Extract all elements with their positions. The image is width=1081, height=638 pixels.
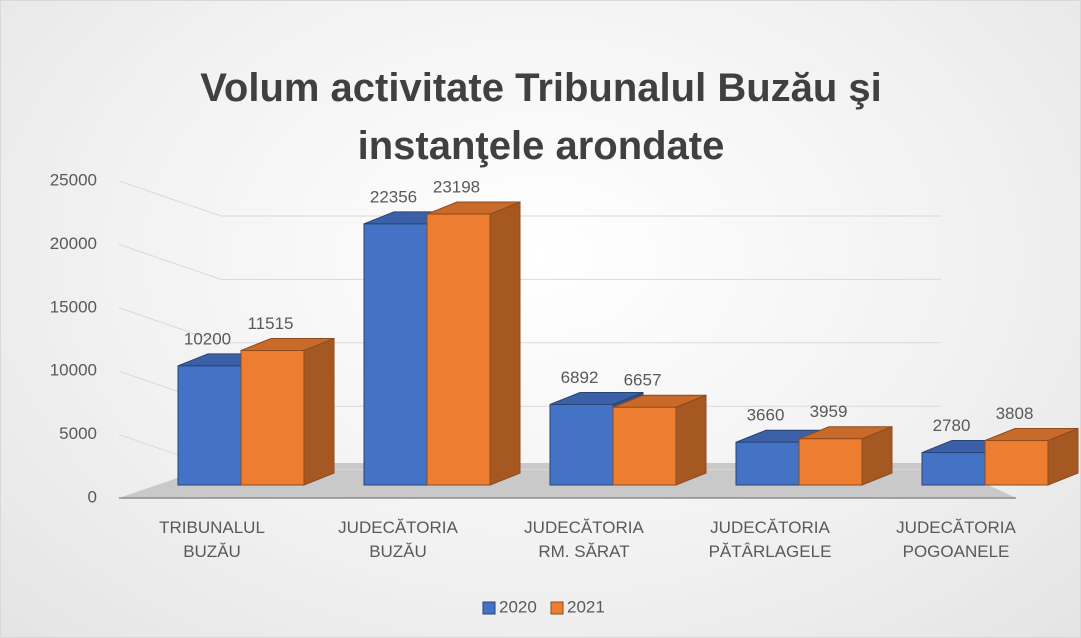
bar-group	[426, 201, 521, 486]
data-label: 6892	[561, 368, 599, 387]
data-label: 23198	[433, 178, 480, 197]
x-tick-label: TRIBUNALUL BUZĂU	[159, 518, 265, 561]
y-tick-label: 0	[88, 487, 97, 506]
data-label: 22356	[370, 187, 417, 206]
bar-side	[303, 337, 335, 486]
chart-title: Volum activitate Tribunalul Buzău şi ins…	[200, 66, 882, 168]
bar	[984, 440, 1049, 486]
bar	[426, 213, 491, 486]
y-tick-label: 25000	[50, 170, 97, 189]
x-tick-label: JUDECĂTORIA BUZĂU	[338, 518, 458, 561]
legend-swatch	[482, 601, 496, 615]
bar	[921, 452, 986, 486]
data-label: 3660	[747, 406, 785, 425]
bar-group	[240, 337, 335, 486]
bar	[240, 350, 305, 486]
grid-line	[118, 180, 941, 217]
grid-line	[118, 307, 941, 344]
bar-group	[984, 427, 1079, 486]
y-tick-label: 15000	[50, 297, 97, 316]
data-label: 10200	[184, 329, 231, 348]
bar-side	[675, 394, 707, 486]
bar	[363, 223, 428, 486]
bar	[798, 438, 863, 486]
grid-line	[118, 243, 941, 280]
bar	[177, 365, 242, 486]
bar	[549, 404, 614, 486]
x-tick-label: JUDECĂTORIA RM. SĂRAT	[524, 518, 644, 561]
bar-group	[612, 394, 707, 486]
legend-label: 2020	[499, 597, 537, 616]
x-tick-label: JUDECĂTORIA POGOANELE	[896, 518, 1016, 561]
bar-side	[489, 201, 521, 486]
y-tick-label: 20000	[50, 234, 97, 253]
data-label: 6657	[624, 371, 662, 390]
x-tick-label: JUDECĂTORIA PĂTÂRLAGELE	[708, 518, 832, 561]
bar	[735, 441, 800, 486]
bar-group	[798, 426, 893, 486]
data-label: 3808	[996, 404, 1034, 423]
bar	[612, 406, 677, 486]
data-label: 3959	[810, 402, 848, 421]
legend-swatch	[550, 601, 564, 615]
y-tick-label: 10000	[50, 361, 97, 380]
data-label: 2780	[933, 416, 971, 435]
data-label: 11515	[247, 314, 293, 333]
legend-label: 2021	[567, 597, 605, 616]
y-tick-label: 5000	[59, 424, 97, 443]
